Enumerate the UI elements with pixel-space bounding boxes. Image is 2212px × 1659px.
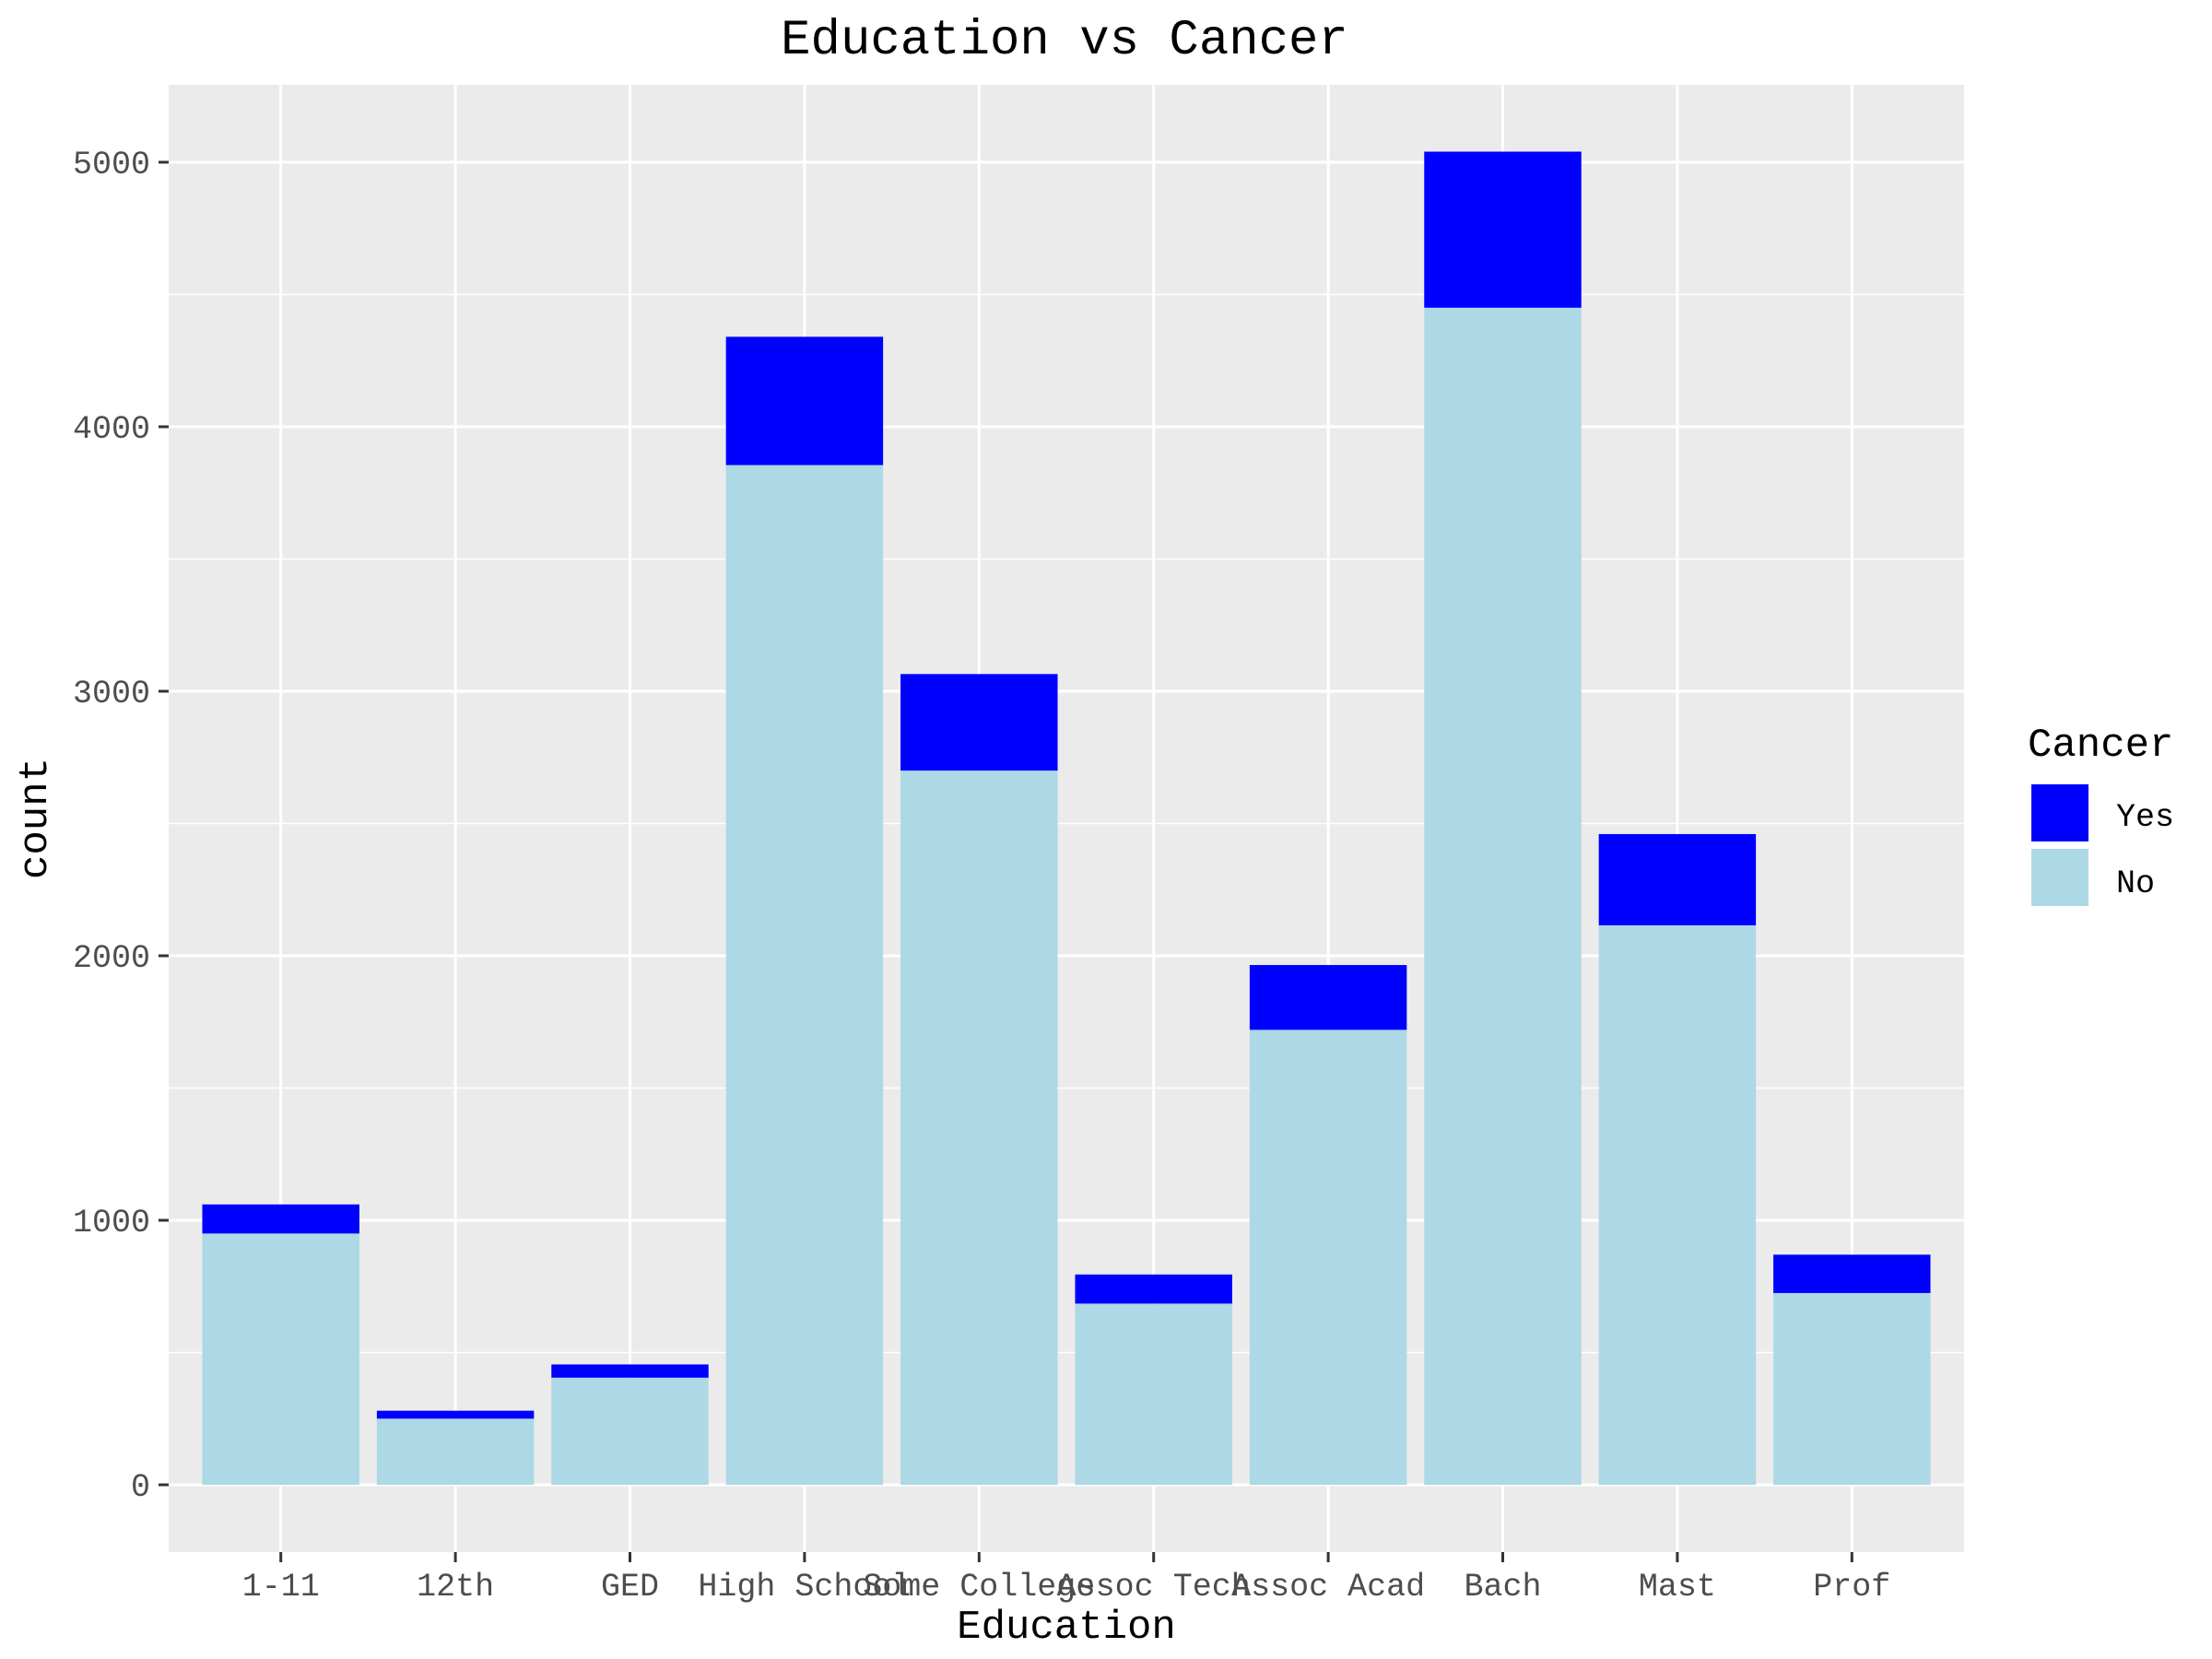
legend-label-yes: Yes xyxy=(2116,799,2174,836)
y-tick-label: 4000 xyxy=(73,411,150,448)
bar-yes xyxy=(1773,1254,1931,1293)
x-tick-label: Assoc Acad xyxy=(1231,1569,1425,1606)
y-axis-title: count xyxy=(13,758,59,879)
axes: 0 1000 2000 3000 4000 5000 1-11 12th GED High Sch… xyxy=(73,147,1890,1606)
legend-swatch-yes xyxy=(2031,784,2088,841)
x-tick-label: 12th xyxy=(417,1569,494,1606)
y-tick-label: 5000 xyxy=(73,147,150,183)
bar-yes xyxy=(1075,1274,1232,1304)
y-tick-label: 2000 xyxy=(73,940,150,977)
bar-no xyxy=(1598,924,1757,1485)
legend-title: Cancer xyxy=(2028,723,2173,769)
bar-yes xyxy=(725,336,884,465)
y-tick-label: 0 xyxy=(131,1469,150,1506)
bar-no xyxy=(725,465,884,1485)
chart-title: Education vs Cancer xyxy=(781,13,1348,69)
x-tick-label: GED xyxy=(601,1569,659,1606)
bar-yes xyxy=(551,1364,709,1378)
legend-swatch-no xyxy=(2031,849,2088,906)
bar-no xyxy=(1249,1030,1407,1485)
legend: Cancer Yes No xyxy=(2028,723,2174,908)
bar-no xyxy=(1424,307,1582,1486)
x-tick-label: 1-11 xyxy=(242,1569,320,1606)
y-tick-label: 1000 xyxy=(73,1205,150,1241)
bar-yes xyxy=(1424,151,1582,308)
bar-yes xyxy=(202,1204,359,1234)
x-axis-title: Education xyxy=(957,1605,1176,1651)
bar-no xyxy=(551,1377,709,1485)
bar-yes xyxy=(376,1410,535,1419)
bar-yes xyxy=(1249,965,1407,1030)
bar-no xyxy=(900,771,1058,1485)
x-tick-label: Prof xyxy=(1813,1569,1890,1606)
x-tick-label: Some College xyxy=(863,1569,1095,1606)
bar-yes xyxy=(900,674,1058,771)
bars xyxy=(202,151,1931,1486)
bar-no xyxy=(376,1418,535,1485)
bar-no xyxy=(202,1233,359,1485)
bar-no xyxy=(1773,1292,1931,1485)
x-tick-label: Assoc Tech xyxy=(1057,1569,1251,1606)
bar-no xyxy=(1075,1303,1232,1485)
y-tick-label: 3000 xyxy=(73,676,150,712)
legend-label-no: No xyxy=(2116,865,2155,902)
x-tick-label: High School xyxy=(698,1569,911,1606)
bar-yes xyxy=(1598,833,1757,925)
x-tick-label: Bach xyxy=(1464,1569,1541,1606)
x-tick-label: Mast xyxy=(1639,1569,1716,1606)
